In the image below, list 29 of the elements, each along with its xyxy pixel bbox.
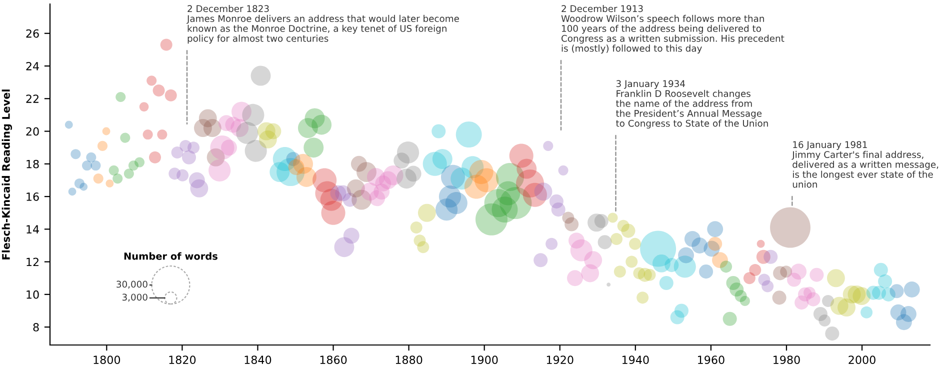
x-tick-label: 2000 <box>848 356 876 364</box>
x-tick-label: 1880 <box>396 356 422 364</box>
x-tick-label: 1820 <box>169 356 196 364</box>
annotation: 3 January 1934 Franklin D Roosevelt changes the name of the address from the President’s Annual Message to Congress to State of the Union <box>616 80 768 129</box>
y-tick-label: 18 <box>26 160 39 168</box>
annotation: 16 January 1981 Jimmy Carter's final address, delivered as a written message, is the longest ever state of the union <box>792 141 938 188</box>
legend-label: 3,000 <box>122 294 148 302</box>
y-tick-label: 10 <box>26 290 39 299</box>
y-tick-label: 8 <box>33 323 39 332</box>
legend-title: Number of words <box>124 252 218 260</box>
x-tick-label: 1920 <box>546 356 574 364</box>
y-tick-label: 22 <box>26 94 38 103</box>
y-axis-title: Flesch-Kincaid Reading Level <box>2 90 12 260</box>
legend-label: 30,000 <box>116 280 148 289</box>
x-tick-label: 1960 <box>698 356 724 364</box>
annotation: 2 December 1823 James Monroe delivers an address that would later become known as the Monroe Doctrine, a key tenet of US foreign policy for almost two centuries <box>186 5 459 44</box>
y-tick-label: 24 <box>26 62 39 70</box>
y-tick-label: 16 <box>26 192 39 201</box>
annotation: 2 December 1913 Woodrow Wilson’s speech follows more than 100 years of the address being delivered to Congress as a written submission. His precedent is (mostly) followed to this day <box>561 5 784 54</box>
x-tick-label: 1900 <box>471 356 498 364</box>
y-tick-label: 26 <box>26 29 39 38</box>
y-tick-label: 20 <box>26 127 39 136</box>
y-tick-label: 12 <box>26 258 38 266</box>
x-tick-label: 1940 <box>622 356 649 364</box>
x-tick-label: 1980 <box>774 356 800 364</box>
y-tick-label: 14 <box>26 225 39 234</box>
x-tick-label: 1860 <box>320 356 347 364</box>
x-tick-label: 1800 <box>94 356 120 364</box>
x-tick-label: 1840 <box>244 356 272 364</box>
